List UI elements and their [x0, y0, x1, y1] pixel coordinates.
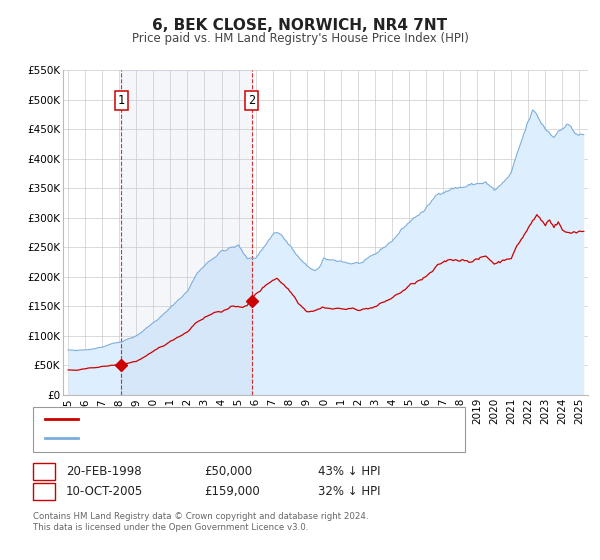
Text: 6, BEK CLOSE, NORWICH, NR4 7NT (detached house): 6, BEK CLOSE, NORWICH, NR4 7NT (detached…	[83, 414, 379, 424]
Text: 20-FEB-1998: 20-FEB-1998	[66, 465, 142, 478]
Text: 2: 2	[248, 94, 256, 108]
Text: 1: 1	[40, 465, 47, 478]
Text: Price paid vs. HM Land Registry's House Price Index (HPI): Price paid vs. HM Land Registry's House …	[131, 32, 469, 45]
Text: 1: 1	[118, 94, 125, 108]
Text: 10-OCT-2005: 10-OCT-2005	[66, 485, 143, 498]
Text: £159,000: £159,000	[204, 485, 260, 498]
Text: £50,000: £50,000	[204, 465, 252, 478]
Text: 6, BEK CLOSE, NORWICH, NR4 7NT: 6, BEK CLOSE, NORWICH, NR4 7NT	[152, 18, 448, 33]
Text: Contains HM Land Registry data © Crown copyright and database right 2024.
This d: Contains HM Land Registry data © Crown c…	[33, 512, 368, 532]
Text: 32% ↓ HPI: 32% ↓ HPI	[318, 485, 380, 498]
Text: 43% ↓ HPI: 43% ↓ HPI	[318, 465, 380, 478]
Text: 2: 2	[40, 485, 47, 498]
Bar	[121, 70, 252, 395]
Text: HPI: Average price, detached house, Norwich: HPI: Average price, detached house, Norw…	[83, 433, 334, 443]
